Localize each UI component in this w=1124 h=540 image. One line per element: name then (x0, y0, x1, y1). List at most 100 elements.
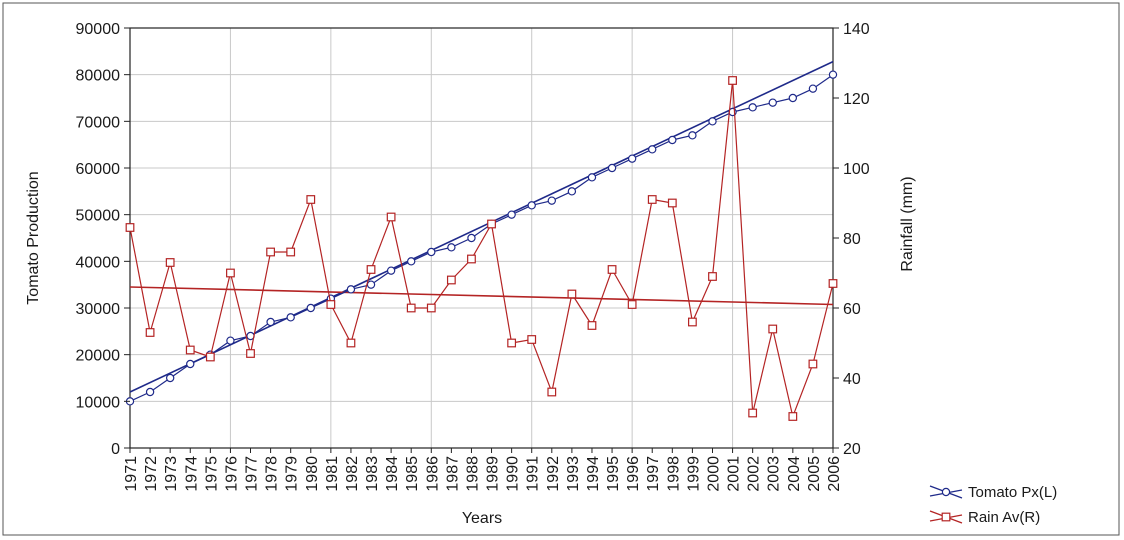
x-axis-tick-label: 1987 (444, 456, 461, 492)
rain-data-point (728, 76, 737, 85)
rain-data-point (426, 303, 436, 313)
rain-data-point (326, 300, 336, 309)
left-axis-tick-label: 70000 (76, 114, 121, 131)
x-axis-tick-label: 1977 (244, 456, 261, 492)
rain-data-point (667, 198, 677, 208)
tomato-data-point (226, 336, 235, 345)
rain-data-point (205, 352, 215, 362)
tomato-data-point (427, 247, 436, 257)
left-axis-tick-label: 20000 (76, 348, 121, 365)
legend-label: Tomato Px(L) (968, 484, 1057, 501)
x-axis-tick-label: 1993 (565, 456, 582, 492)
x-axis-tick-label: 1983 (364, 456, 381, 492)
left-axis-tick-label: 0 (111, 441, 120, 458)
x-axis-tick-label: 1984 (384, 456, 401, 492)
tomato-data-point (186, 359, 195, 369)
right-axis-tick-label: 140 (843, 21, 870, 38)
x-axis-tick-label: 1976 (223, 456, 240, 492)
rain-data-point (627, 300, 637, 309)
x-axis-tick-label: 2004 (786, 456, 803, 492)
legend-item-tomato: Tomato Px(L) (929, 484, 1057, 501)
right-axis-tick-label: 60 (843, 301, 861, 318)
right-y-axis: 20 40 60 80 100 120 140 (833, 21, 870, 458)
x-axis-tick-label: 1972 (143, 456, 160, 492)
rain-data-point (687, 317, 697, 327)
x-axis-tick-label: 1997 (645, 456, 662, 492)
x-axis-tick-label: 1994 (585, 456, 602, 492)
rain-data-point (386, 212, 396, 222)
gridlines (130, 28, 833, 448)
rain-data-point (185, 345, 195, 355)
tomato-data-point (788, 93, 798, 103)
rain-data-point (125, 223, 135, 232)
rain-data-point (446, 275, 456, 285)
x-axis-tick-label: 1999 (685, 456, 702, 492)
rain-data-point (527, 335, 537, 344)
rain-data-point (748, 408, 758, 418)
tomato-data-point (467, 233, 476, 243)
x-axis-tick-label: 1973 (163, 456, 180, 492)
rain-data-point (306, 195, 316, 204)
x-axis-tick-label: 2000 (705, 456, 722, 492)
tomato-data-point (627, 154, 637, 163)
legend-swatch-marker (941, 487, 951, 497)
x-axis-tick-label: 1981 (324, 456, 341, 492)
x-axis-tick-label: 1986 (424, 456, 441, 492)
x-axis-title: Years (462, 510, 502, 527)
rain-data-point (406, 303, 416, 313)
tomato-data-point (386, 266, 396, 275)
left-y-axis: 0 10000 20000 30000 40000 50000 60000 70000 8000… (76, 21, 130, 458)
x-axis-tick-label: 1988 (464, 456, 481, 492)
tomato-data-point (587, 173, 597, 182)
rain-data-point (587, 321, 597, 330)
right-y-axis-title: Rainfall (mm) (899, 176, 916, 271)
tomato-data-point (346, 285, 356, 294)
tomato-data-point (527, 201, 536, 210)
left-axis-tick-label: 40000 (76, 254, 121, 271)
tomato-data-point (567, 187, 577, 196)
rain-data-point (768, 324, 778, 334)
right-axis-tick-label: 20 (843, 441, 861, 458)
legend-label: Rain Av(R) (968, 509, 1040, 526)
legend-swatch-marker (941, 512, 951, 522)
tomato-data-point (507, 210, 516, 219)
rain-data-point (607, 265, 617, 274)
rain-data-point (266, 247, 275, 257)
x-axis-tick-label: 1998 (665, 456, 682, 492)
rain-data-point (286, 247, 296, 257)
right-axis-tick-label: 80 (843, 231, 861, 248)
x-axis-tick-label: 1991 (525, 456, 542, 492)
legend-item-rain: Rain Av(R) (929, 509, 1040, 526)
tomato-data-point (808, 84, 818, 93)
tomato-data-point (366, 280, 376, 289)
rain-data-point (246, 349, 255, 358)
x-axis-tick-label: 2006 (826, 456, 843, 492)
left-axis-tick-label: 30000 (76, 301, 121, 318)
x-axis-tick-label: 1978 (264, 456, 281, 492)
rain-data-point (547, 387, 557, 397)
x-axis-tick-label: 1975 (203, 456, 220, 492)
rain-data-point (808, 359, 818, 369)
x-axis-tick-label: 1995 (605, 456, 622, 492)
rain-data-point (828, 279, 838, 288)
tomato-data-point (447, 243, 456, 252)
tomato-data-point (306, 303, 315, 313)
tomato-data-point (607, 163, 617, 173)
tomato-data-point (828, 70, 838, 79)
tomato-data-point (748, 103, 757, 112)
rain-data-point (467, 254, 476, 264)
x-axis-tick-label: 1979 (284, 456, 301, 492)
right-axis-tick-label: 120 (843, 91, 870, 108)
rain-data-point (226, 268, 235, 278)
x-axis-tick-label: 1992 (545, 456, 562, 492)
rain-data-point (567, 289, 577, 299)
rain-data-point (708, 272, 717, 281)
x-axis-tick-label: 1982 (344, 456, 361, 492)
tomato-data-point (648, 145, 657, 154)
x-axis-tick-label: 2005 (806, 456, 823, 492)
x-axis-tick-label: 2003 (766, 456, 783, 492)
legend: Tomato Px(L) Rain Av(R) (929, 484, 1057, 526)
tomato-data-point (768, 98, 777, 107)
